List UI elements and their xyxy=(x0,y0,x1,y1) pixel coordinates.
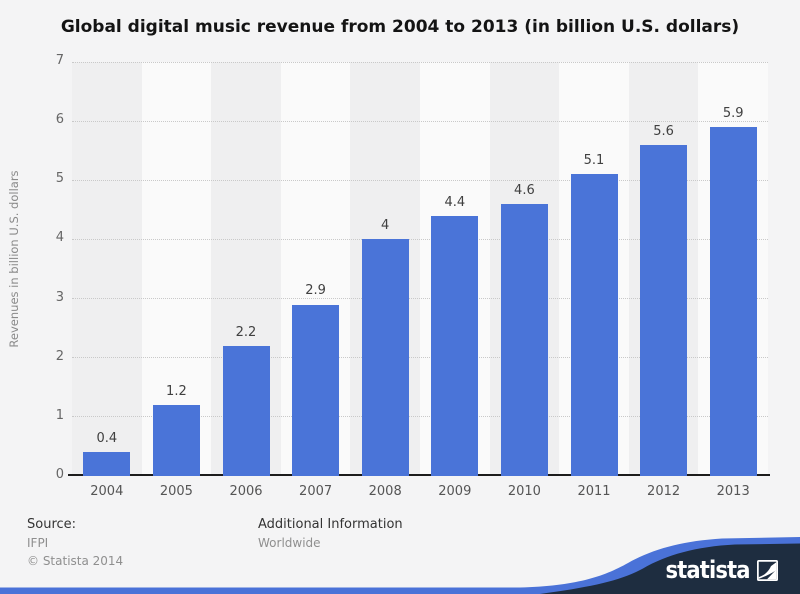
x-tick-label-2004: 2004 xyxy=(90,484,124,499)
x-tick-label-2013: 2013 xyxy=(716,484,750,499)
additional-info-value: Worldwide xyxy=(258,536,321,550)
x-tick-label-2010: 2010 xyxy=(507,484,541,499)
x-tick-label-2008: 2008 xyxy=(368,484,402,499)
statista-logo-text: statista xyxy=(665,556,751,584)
bar-value-2010: 4.6 xyxy=(514,182,535,198)
x-tick-label-2009: 2009 xyxy=(438,484,472,499)
statista-logo-icon xyxy=(757,559,778,581)
bar-2010 xyxy=(500,203,548,476)
x-tick-label-2011: 2011 xyxy=(577,484,611,499)
y-tick-label-0: 0 xyxy=(55,467,64,482)
additional-info-block: Additional Information Worldwide xyxy=(258,517,403,550)
y-tick-label-4: 4 xyxy=(55,230,64,246)
bar-2005 xyxy=(152,405,200,476)
x-axis-line xyxy=(68,474,770,476)
bar-2011 xyxy=(570,174,618,476)
y-tick-label-7: 7 xyxy=(55,53,64,68)
y-axis-title: Revenues in billion U.S. dollars xyxy=(7,170,21,348)
x-tick-label-2005: 2005 xyxy=(159,484,193,499)
bar-value-2012: 5.6 xyxy=(653,123,674,139)
y-tick-label-5: 5 xyxy=(55,171,64,187)
bar-2012 xyxy=(640,144,688,476)
y-tick-label-2: 2 xyxy=(55,348,64,364)
x-tick-label-2007: 2007 xyxy=(299,484,333,499)
column-band-2004 xyxy=(72,62,142,476)
bar-value-2009: 4.4 xyxy=(444,194,466,210)
gridline-y5 xyxy=(72,179,768,181)
additional-info-label: Additional Information xyxy=(258,517,403,532)
y-tick-label-1: 1 xyxy=(55,407,64,423)
gridline-y3 xyxy=(72,298,768,300)
copyright-text: © Statista 2014 xyxy=(27,554,124,568)
bar-2009 xyxy=(431,215,479,476)
bar-2007 xyxy=(292,304,340,476)
y-tick-label-6: 6 xyxy=(55,112,64,128)
bar-value-2011: 5.1 xyxy=(583,153,605,169)
bar-2006 xyxy=(222,345,270,476)
statista-logo: statista xyxy=(654,558,778,582)
gridline-y7 xyxy=(72,61,768,63)
bar-2004 xyxy=(83,452,131,476)
gridline-y2 xyxy=(72,357,768,359)
bar-value-2007: 2.9 xyxy=(305,283,326,299)
y-tick-label-3: 3 xyxy=(55,289,64,305)
source-label: Source: xyxy=(27,517,77,532)
bar-value-2008: 4 xyxy=(381,218,390,234)
bar-2008 xyxy=(361,239,409,476)
x-tick-label-2006: 2006 xyxy=(229,484,263,499)
gridline-y4 xyxy=(72,238,768,240)
bar-2013 xyxy=(709,127,757,476)
gridline-y6 xyxy=(72,120,768,122)
source-block: Source: IFPI © Statista 2014 xyxy=(27,517,123,568)
x-tick-label-2012: 2012 xyxy=(647,484,681,499)
gridline-y1 xyxy=(72,416,768,418)
plot-area: 0 1 2 3 4 5 6 7 0.4 2004 1.2 2005 2.2 2006 2.9 2007 4 200… xyxy=(56,53,770,499)
bar-value-2013: 5.9 xyxy=(722,106,744,122)
bar-value-2006: 2.2 xyxy=(235,324,257,340)
bar-value-2005: 1.2 xyxy=(166,384,187,400)
bar-value-2004: 0.4 xyxy=(96,431,118,447)
source-value: IFPI xyxy=(27,536,49,550)
chart-title: Global digital music revenue from 2004 t… xyxy=(60,17,740,37)
